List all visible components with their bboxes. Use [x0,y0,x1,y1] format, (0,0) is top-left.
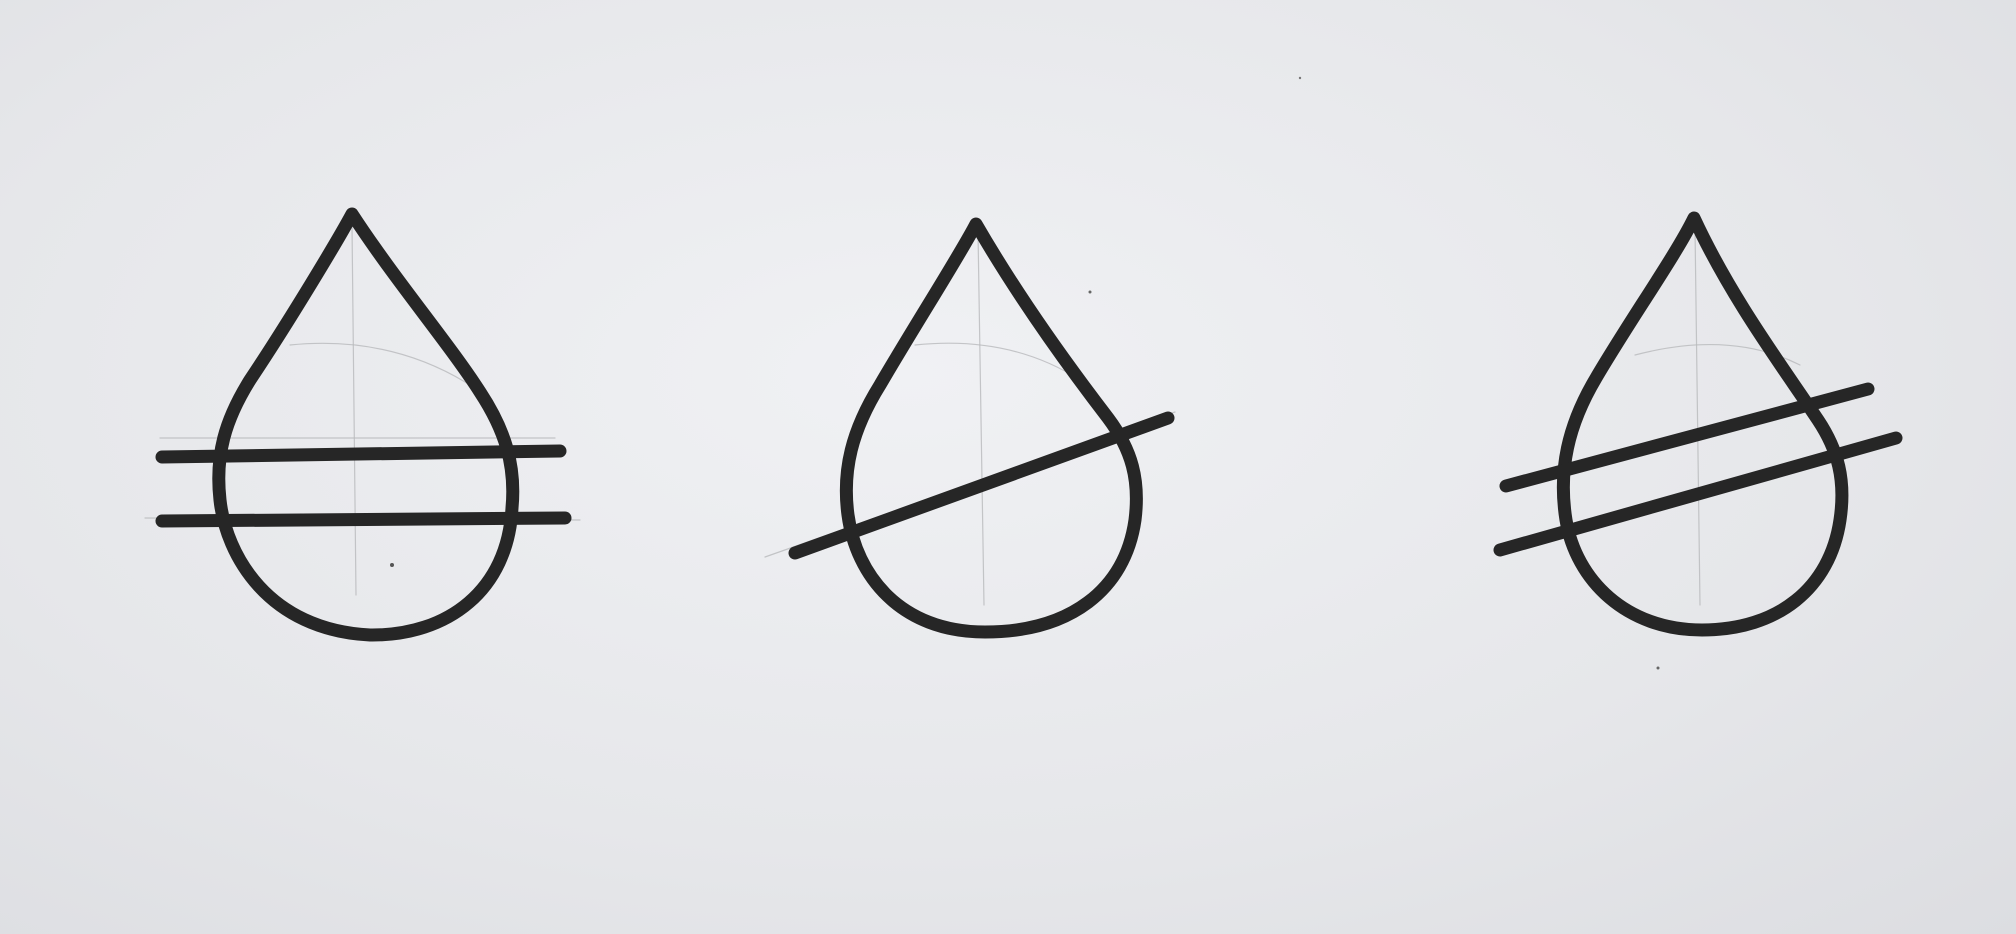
bar-1-lower [155,511,572,528]
pencil-guide [914,342,1081,381]
pencil-guide [289,342,471,386]
symbol-drop-two-horizontal-lines [144,207,581,642]
paper-speck [1298,76,1302,80]
paper-speck [390,563,394,567]
paper-speck [1656,666,1660,670]
drop-outline-1 [212,207,520,642]
drop-outline-3 [1556,211,1849,637]
pencil-guide [977,231,985,606]
bar-2-diagonal [788,411,1175,560]
pencil-guide [351,224,357,596]
symbol-drop-two-diagonal-lines [1493,211,1903,637]
pencil-guide [1694,227,1701,606]
bar-3-lower [1493,431,1903,557]
symbol-drop-one-diagonal-line [764,217,1176,639]
paper-speck [1088,290,1092,294]
bar-3-upper [1499,382,1875,493]
bar-1-upper [155,444,567,464]
drop-outline-2 [839,217,1143,639]
